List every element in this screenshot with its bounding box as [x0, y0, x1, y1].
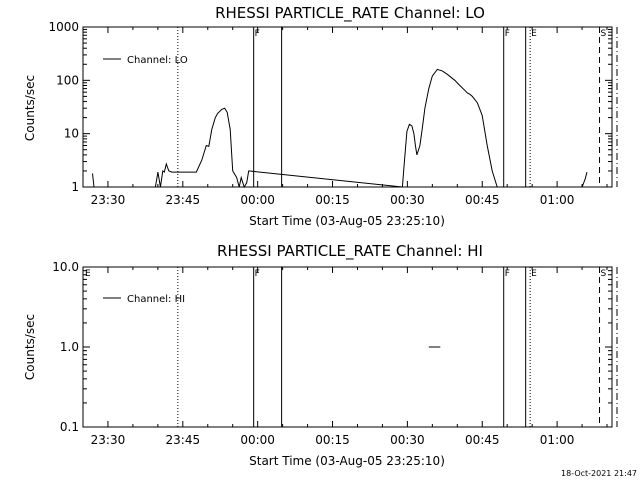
lo-y-tick-label: 10	[64, 127, 79, 141]
lo-x-tick-label: 23:30	[91, 193, 126, 207]
lo-x-tick-label: 00:45	[465, 193, 500, 207]
hi-y-tick-label: 0.1	[60, 420, 79, 434]
hi-marker-label: E	[85, 269, 91, 279]
lo-chart-title: RHESSI PARTICLE_RATE Channel: LO	[215, 4, 485, 23]
lo-x-tick-label: 01:00	[540, 193, 575, 207]
timestamp-footer: 18-Oct-2021 21:47	[561, 469, 637, 478]
lo-y-axis-label: Counts/sec	[23, 75, 37, 141]
lo-y-tick-label: 1	[71, 180, 79, 194]
lo-legend-label: Channel: LO	[127, 55, 188, 66]
lo-x-axis-label: Start Time (03-Aug-05 23:25:10)	[249, 214, 445, 228]
lo-series-line	[92, 68, 588, 189]
hi-x-tick-label: 23:45	[166, 433, 201, 447]
hi-marker-label: S	[601, 269, 607, 279]
hi-x-tick-label: 00:30	[390, 433, 425, 447]
hi-y-axis-label: Counts/sec	[23, 314, 37, 380]
lo-y-tick-label: 100	[56, 73, 79, 87]
hi-x-tick-label: 00:15	[315, 433, 350, 447]
lo-marker-label: F	[255, 29, 260, 39]
lo-x-tick-label: 00:15	[315, 193, 350, 207]
lo-x-tick-label: 00:00	[240, 193, 275, 207]
lo-y-tick-label: 1000	[48, 20, 79, 34]
lo-plot-frame	[82, 26, 613, 188]
hi-marker-label: F	[255, 269, 260, 279]
hi-marker-label: E	[531, 269, 537, 279]
hi-x-tick-label: 00:00	[240, 433, 275, 447]
hi-channel-panel: RHESSI PARTICLE_RATE Channel: HI Counts/…	[23, 242, 618, 468]
hi-chart-title: RHESSI PARTICLE_RATE Channel: HI	[217, 242, 483, 261]
hi-x-tick-label: 23:30	[91, 433, 126, 447]
lo-channel-panel: RHESSI PARTICLE_RATE Channel: LO Counts/…	[23, 4, 618, 228]
lo-marker-label: E	[531, 29, 537, 39]
hi-y-tick-label: 10.0	[52, 260, 79, 274]
hi-x-tick-label: 00:45	[465, 433, 500, 447]
hi-plot-frame	[82, 266, 613, 428]
hi-x-tick-label: 01:00	[540, 433, 575, 447]
hi-legend-label: Channel: HI	[127, 294, 185, 305]
hi-x-axis-label: Start Time (03-Aug-05 23:25:10)	[249, 454, 445, 468]
lo-x-tick-label: 23:45	[166, 193, 201, 207]
hi-y-tick-label: 1.0	[60, 340, 79, 354]
lo-marker-label: S	[601, 29, 607, 39]
lo-x-tick-label: 00:30	[390, 193, 425, 207]
lo-marker-label: F	[505, 29, 510, 39]
hi-marker-label: F	[505, 269, 510, 279]
